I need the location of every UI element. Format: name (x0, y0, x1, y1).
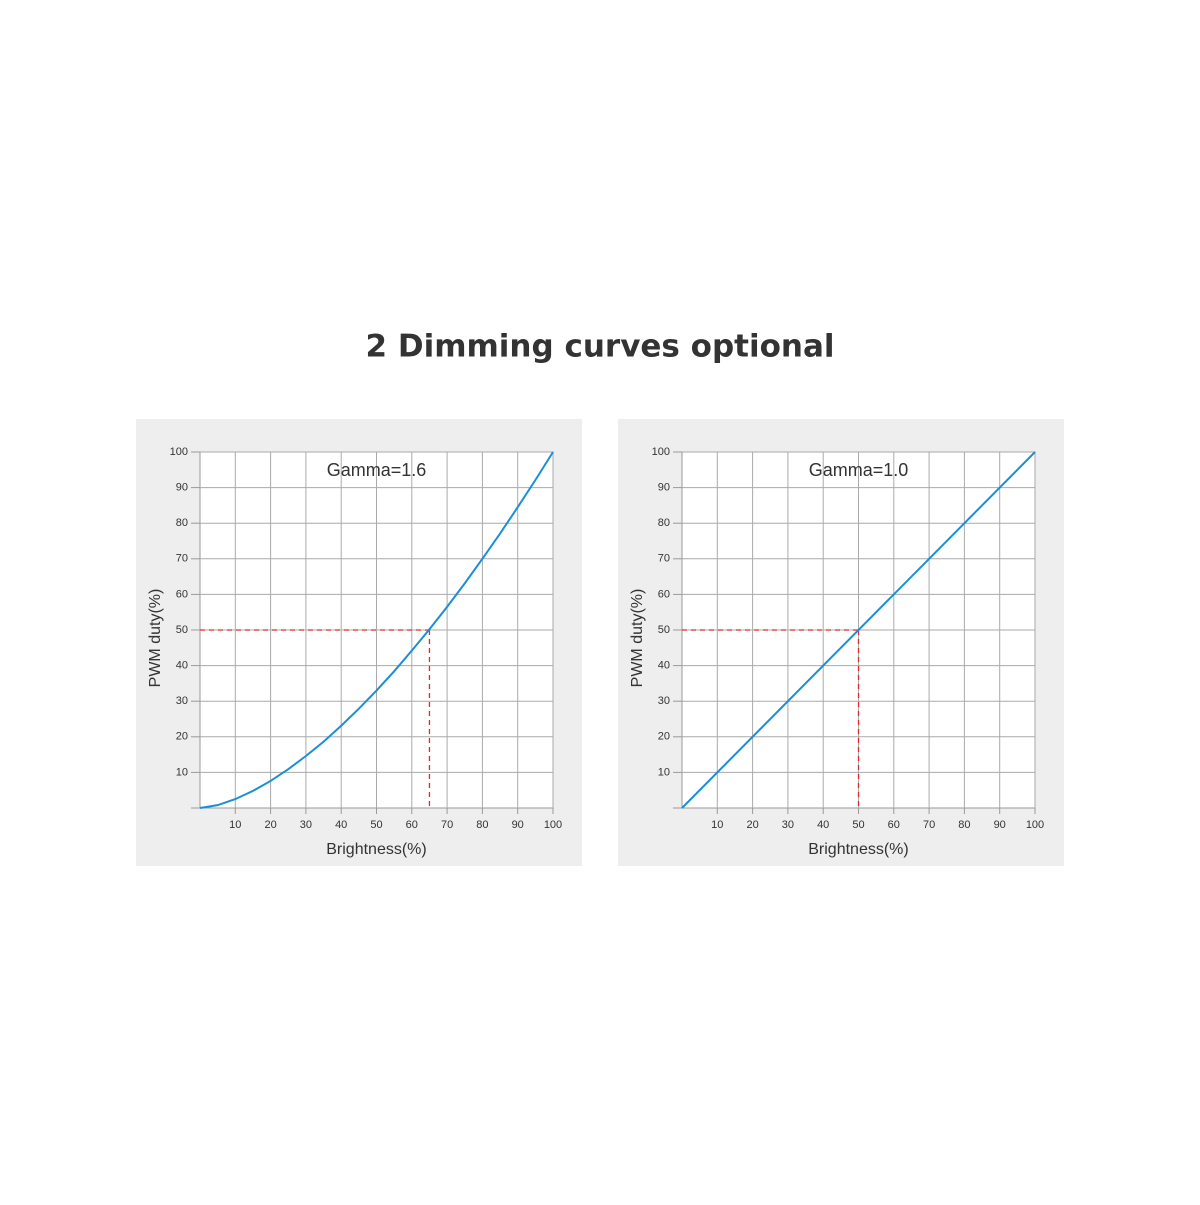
data-line (199, 451, 554, 809)
annotation: Gamma=1.0 (809, 460, 909, 480)
x-tick-label: 20 (264, 819, 276, 831)
x-tick-label: 70 (923, 819, 935, 831)
x-tick-label: 90 (512, 819, 524, 831)
y-tick-label: 30 (176, 695, 188, 707)
x-tick-label: 30 (300, 819, 312, 831)
x-tick-label: 80 (958, 819, 970, 831)
y-tick-label: 10 (176, 766, 188, 778)
y-tick-label: 50 (658, 624, 670, 636)
y-tick-label: 20 (658, 731, 670, 743)
y-axis-label: PWM duty(%) (629, 589, 646, 688)
x-tick-label: 40 (817, 819, 829, 831)
y-tick-label: 100 (652, 446, 670, 458)
x-tick-label: 10 (711, 819, 723, 831)
y-tick-label: 70 (658, 553, 670, 565)
y-tick-label: 80 (176, 517, 188, 529)
x-tick-label: 60 (406, 819, 418, 831)
y-tick-label: 100 (170, 446, 188, 458)
x-tick-label: 30 (782, 819, 794, 831)
annotation: Gamma=1.6 (327, 460, 427, 480)
y-tick-label: 50 (176, 624, 188, 636)
y-tick-label: 70 (176, 553, 188, 565)
y-tick-label: 80 (658, 517, 670, 529)
y-tick-label: 40 (176, 660, 188, 672)
x-tick-label: 100 (1026, 819, 1044, 831)
x-tick-label: 100 (544, 819, 562, 831)
y-tick-label: 90 (658, 482, 670, 494)
x-tick-label: 90 (994, 819, 1006, 831)
x-tick-label: 80 (476, 819, 488, 831)
page-title: 2 Dimming curves optional (365, 329, 834, 365)
x-tick-label: 50 (852, 819, 864, 831)
x-tick-label: 10 (229, 819, 241, 831)
x-tick-label: 50 (370, 819, 382, 831)
y-tick-label: 40 (658, 660, 670, 672)
y-tick-label: 60 (658, 588, 670, 600)
data-line (681, 451, 1036, 809)
x-tick-label: 70 (441, 819, 453, 831)
y-tick-label: 20 (176, 731, 188, 743)
x-axis-label: Brightness(%) (808, 841, 908, 858)
y-tick-label: 90 (176, 482, 188, 494)
y-axis-label: PWM duty(%) (147, 589, 164, 688)
y-tick-label: 30 (658, 695, 670, 707)
x-axis-label: Brightness(%) (326, 841, 426, 858)
x-tick-label: 40 (335, 819, 347, 831)
y-tick-label: 10 (658, 766, 670, 778)
y-tick-label: 60 (176, 588, 188, 600)
x-tick-label: 60 (888, 819, 900, 831)
x-tick-label: 20 (746, 819, 758, 831)
